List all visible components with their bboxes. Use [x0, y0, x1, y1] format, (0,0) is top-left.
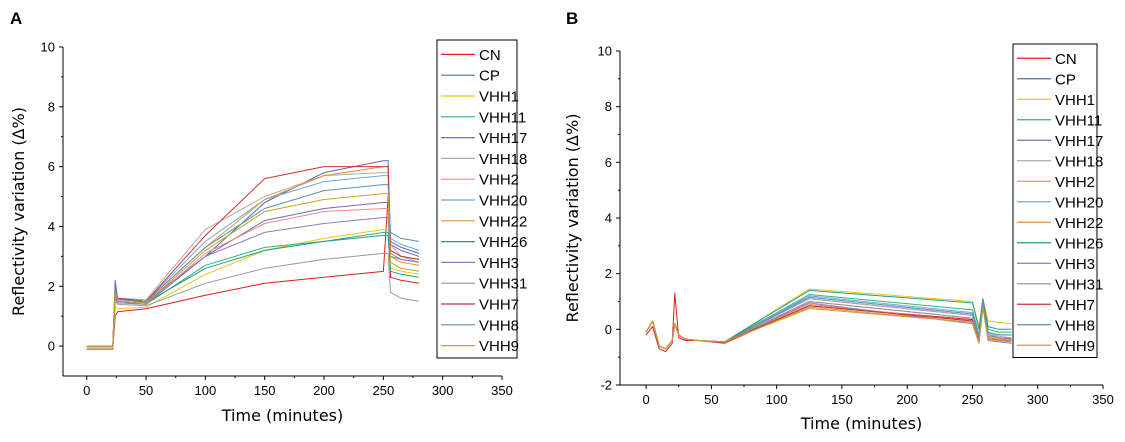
chart-0-series-line-vhh2	[86, 208, 419, 347]
chart-1-y-tick-label: 6	[605, 155, 612, 170]
chart-1-legend-label: VHH31	[1055, 276, 1103, 293]
chart-0-legend-label: VHH3	[479, 255, 519, 272]
chart-0-y-tick-label: 0	[48, 339, 55, 354]
chart-1-x-axis-title: Time (minutes)	[800, 414, 923, 433]
chart-0-series-line-vhh11	[86, 231, 419, 347]
chart-1-legend-label: CN	[1055, 51, 1077, 68]
chart-1-x-tick-label: 250	[962, 392, 984, 407]
chart-0-series-line-vhh18	[86, 172, 420, 347]
chart-1-legend-label: VHH8	[1055, 317, 1095, 334]
chart-0-legend-label: VHH20	[479, 193, 527, 210]
chart-0-x-tick-label: 150	[254, 383, 276, 398]
chart-0-series-line-cn	[86, 196, 419, 350]
chart-1-legend-label: VHH9	[1055, 338, 1095, 355]
chart-0-series-line-vhh20	[86, 175, 420, 347]
chart-0-legend-label: VHH7	[479, 297, 519, 314]
chart-1-y-tick-label: 0	[605, 322, 612, 337]
chart-0-series-line-vhh22	[86, 166, 419, 347]
chart-1-legend-label: CP	[1055, 71, 1076, 88]
chart-0-x-tick-label: 0	[83, 383, 90, 398]
chart-0-legend-label: VHH8	[479, 317, 519, 334]
chart-1-legend-label: VHH7	[1055, 297, 1095, 314]
chart-1-y-tick-label: 2	[605, 266, 612, 281]
chart-0-legend-label: VHH22	[479, 213, 527, 230]
chart-1-y-tick-label: 8	[605, 99, 612, 114]
chart-0-legend-label: VHH31	[479, 276, 527, 293]
chart-1-panel-letter: B	[566, 9, 578, 28]
chart-1-x-tick-label: 350	[1092, 392, 1114, 407]
chart-0-y-tick-label: 2	[48, 279, 55, 294]
chart-0-series-line-vhh26	[86, 234, 419, 347]
chart-0-x-tick-label: 250	[372, 383, 394, 398]
chart-1-legend-label: VHH11	[1055, 112, 1102, 129]
chart-0-series-line-vhh1	[86, 228, 419, 349]
chart-0-series-line-vhh17	[86, 202, 420, 347]
chart-0-legend-label: VHH1	[479, 89, 519, 106]
chart-0-x-tick-label: 100	[195, 383, 217, 398]
chart-0-panel-letter: A	[10, 9, 22, 28]
chart-0-series-line-cp	[86, 160, 420, 347]
chart-1-y-tick-label: 4	[605, 211, 612, 226]
chart-1-legend-label: VHH18	[1055, 153, 1103, 170]
chart-0-x-tick-label: 50	[139, 383, 153, 398]
chart-0-y-tick-label: 8	[48, 99, 55, 114]
chart-1-x-tick-label: 0	[642, 392, 649, 407]
chart-0-series-line-vhh9	[86, 193, 419, 347]
chart-0-legend-label: VHH26	[479, 234, 527, 251]
chart-0-legend-label: CN	[479, 47, 501, 64]
chart-0-y-tick-label: 6	[48, 159, 55, 174]
chart-1-legend-label: VHH22	[1055, 215, 1103, 232]
chart-1-x-tick-label: 100	[766, 392, 788, 407]
chart-0-series-line-vhh8	[86, 184, 419, 347]
chart-0-legend-label: VHH17	[479, 130, 527, 147]
chart-1-legend-label: VHH2	[1055, 174, 1095, 191]
chart-1-legend-label: VHH20	[1055, 194, 1103, 211]
chart-1-legend-label: VHH3	[1055, 256, 1095, 273]
chart-0-x-tick-label: 350	[491, 383, 513, 398]
chart-1-y-axis-title: Reflectivity variation (Δ%)	[563, 114, 582, 323]
chart-1-series-line-vhh9	[645, 306, 1012, 350]
chart-1-x-tick-label: 300	[1027, 392, 1049, 407]
chart-0-x-axis-title: Time (minutes)	[221, 406, 344, 425]
chart-0-legend-label: CP	[479, 68, 500, 85]
chart-0-y-tick-label: 4	[48, 219, 55, 234]
chart-0-legend-label: VHH18	[479, 151, 527, 168]
chart-0-legend-box	[436, 39, 518, 359]
chart-0-y-tick-label: 10	[41, 40, 55, 55]
chart-1-legend-label: VHH1	[1055, 92, 1095, 109]
chart-1-x-tick-label: 50	[704, 392, 718, 407]
chart-1-y-tick-label: 10	[598, 44, 612, 59]
chart-0-y-axis-title: Reflectivity variation (Δ%)	[9, 107, 28, 316]
chart-1-y-tick-label: -2	[600, 378, 612, 393]
chart-0-legend-label: VHH9	[479, 338, 519, 355]
chart-1-legend-label: VHH26	[1055, 235, 1103, 252]
chart-0-x-tick-label: 300	[432, 383, 454, 398]
chart-0-legend-label: VHH11	[479, 109, 526, 126]
chart-0-x-tick-label: 200	[313, 383, 335, 398]
chart-1-legend-label: VHH17	[1055, 133, 1103, 150]
chart-1-legend-box	[1012, 43, 1098, 358]
chart-1-x-tick-label: 150	[831, 392, 853, 407]
chart-0-legend-label: VHH2	[479, 172, 519, 189]
chart-0-series-line-vhh7	[86, 166, 419, 347]
chart-1-x-tick-label: 200	[896, 392, 918, 407]
